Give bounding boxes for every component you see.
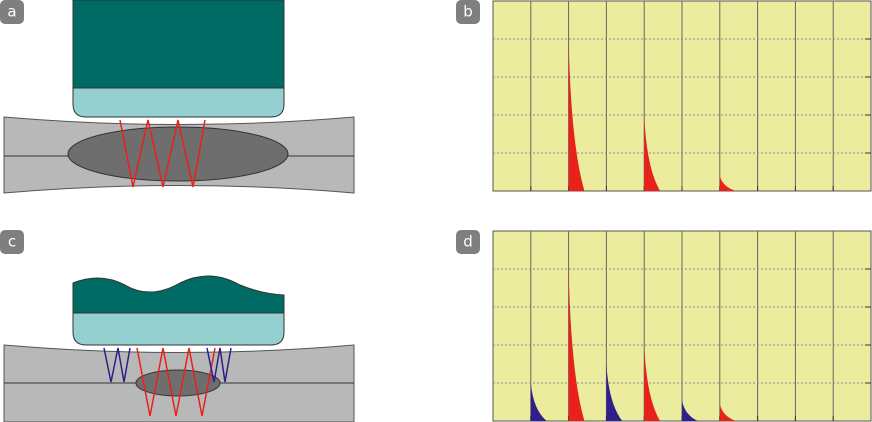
- label-badge: [456, 0, 480, 24]
- echo-peak: [719, 175, 736, 191]
- echo-peak: [719, 403, 736, 421]
- echo-peak: [568, 39, 585, 191]
- wave-path-reflected: [206, 347, 232, 383]
- echo-peak: [644, 115, 661, 191]
- wave-path-reflected: [103, 347, 131, 383]
- wave-path: [136, 347, 216, 417]
- label-badge: [0, 0, 24, 24]
- echo-peak: [530, 383, 547, 421]
- echo-peak: [568, 269, 585, 421]
- echo-peak: [682, 400, 698, 421]
- echo-peak: [644, 345, 661, 421]
- panel-label: a: [7, 3, 16, 21]
- panel-label: d: [463, 233, 473, 251]
- probe-tip: [72, 312, 285, 346]
- panel-label: b: [463, 3, 473, 21]
- label-badge: [0, 230, 24, 254]
- panel-label: c: [8, 233, 16, 251]
- probe-body: [72, 0, 285, 89]
- label-badge: [456, 230, 480, 254]
- wave-path: [119, 119, 206, 188]
- bond: [135, 369, 221, 397]
- bond: [67, 126, 289, 182]
- echo-peak: [606, 364, 623, 421]
- probe-tip: [72, 87, 285, 118]
- probe-body: [72, 275, 285, 314]
- probe-diagram-a: [3, 0, 355, 194]
- probe-diagram-c: [3, 275, 355, 422]
